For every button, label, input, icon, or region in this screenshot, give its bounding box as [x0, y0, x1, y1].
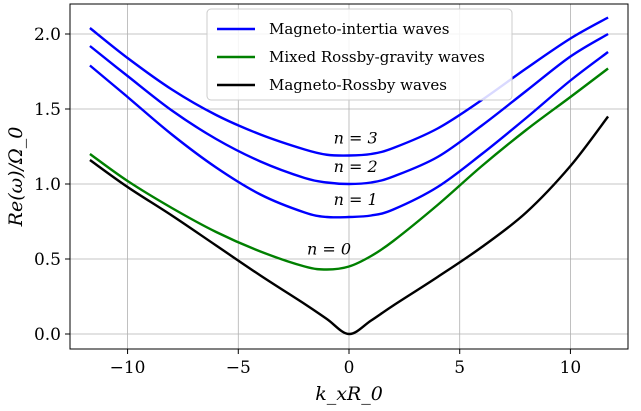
x-tick-label: −10	[110, 358, 146, 378]
x-tick-label: 10	[560, 358, 582, 378]
ticks: −10 −5 0 5 10 0.0 0.5 1.0 1.5 2.0	[34, 25, 581, 378]
legend-label: Mixed Rossby-gravity waves	[269, 48, 485, 66]
legend-box	[206, 8, 513, 101]
x-axis-label: k_xR_0	[315, 383, 383, 405]
annotations: n = 3 n = 2 n = 1 n = 0	[307, 129, 378, 259]
legend-label: Magneto-Rossby waves	[269, 76, 447, 94]
series-group	[89, 16, 610, 336]
mode-annotation: n = 2	[334, 157, 378, 176]
x-tick-label: 0	[344, 358, 355, 378]
x-tick-label: 5	[454, 358, 465, 378]
y-tick-label: 1.5	[34, 100, 61, 120]
legend-label: Magneto-intertia waves	[269, 20, 449, 38]
mode-annotation: n = 1	[334, 190, 378, 209]
y-tick-label: 1.0	[34, 175, 61, 195]
series-line-0	[89, 16, 609, 157]
mode-annotation: n = 3	[334, 129, 378, 148]
series-line-3	[89, 67, 609, 271]
y-tick-label: 0.0	[34, 325, 61, 345]
series-line-4	[89, 115, 610, 336]
legend: Magneto-intertia waves Mixed Rossby-gravi…	[206, 8, 513, 101]
mode-annotation: n = 0	[307, 240, 351, 259]
y-axis-label: Re(ω)/Ω_0	[5, 127, 27, 228]
series-line-2	[89, 51, 609, 219]
series-line-1	[89, 32, 609, 186]
x-tick-label: −5	[226, 358, 251, 378]
y-tick-label: 2.0	[34, 25, 61, 45]
y-tick-label: 0.5	[34, 250, 61, 270]
